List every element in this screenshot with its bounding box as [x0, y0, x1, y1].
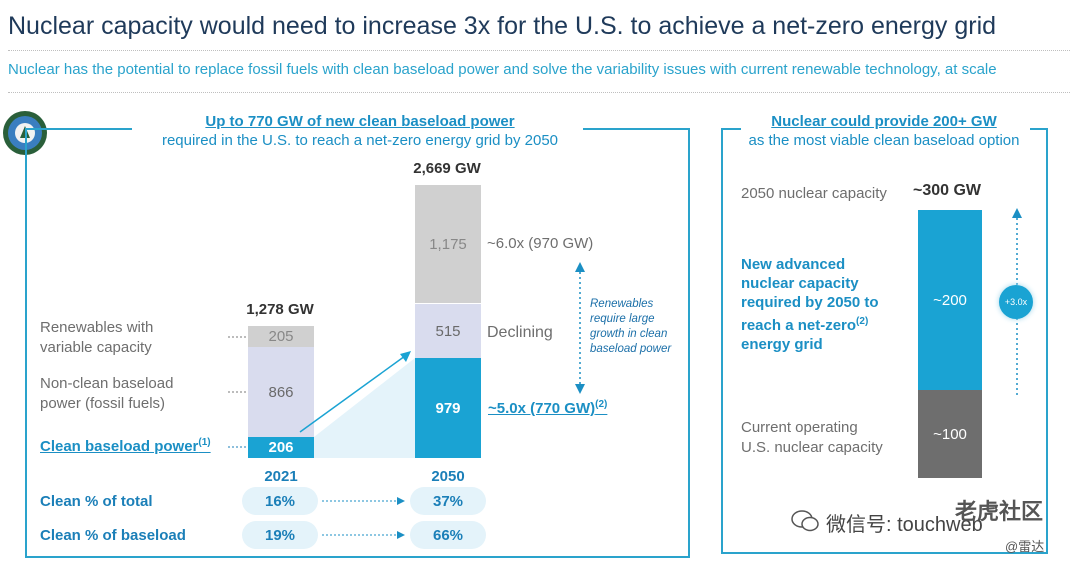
arrow-clean-baseload-head [397, 531, 405, 539]
bar-2050-clean: 979 [415, 358, 481, 458]
renewables-note-line3: growth in clean [590, 328, 668, 340]
nuclear-total-label: 2050 nuclear capacity [741, 185, 887, 202]
legend-nuclear-new-line1: New advanced [741, 256, 846, 273]
watermark-community: 老虎社区 [955, 499, 1044, 524]
growth-wedge-shape [314, 358, 415, 458]
pill-clean-baseload-2050: 66% [410, 521, 486, 549]
year-label-2050: 2050 [431, 468, 465, 485]
renewables-growth-arrow-down [575, 384, 585, 394]
renewables-note-line4: baseload power [590, 343, 672, 355]
bar-2021-clean: 206 [248, 437, 314, 458]
legend-renewables-text: Renewables with variable capacity [40, 319, 154, 356]
right-panel-border-bottom [721, 552, 1048, 554]
legend-nuclear-current-line1: Current operating [741, 419, 858, 436]
subtitle-divider [8, 92, 1070, 93]
bar-2021-clean-label: 206 [268, 439, 294, 456]
left-chart-subtitle: required in the U.S. to reach a net-zero… [161, 132, 559, 149]
pill-clean-total-2050: 37% [410, 487, 486, 515]
legend-nonclean: Non-clean baseload power (fossil fuels) [40, 374, 200, 414]
year-label-2021: 2021 [264, 468, 298, 485]
right-panel-border-top-left [721, 128, 741, 130]
renewables-note: Renewables require large growth in clean… [590, 297, 671, 357]
legend-nuclear-new: New advanced nuclear capacity required b… [741, 255, 879, 354]
right-chart-title: Nuclear could provide 200+ GW [771, 113, 997, 130]
left-panel-border-top-left [25, 128, 132, 130]
right-chart-subtitle: as the most viable clean baseload option [748, 132, 1020, 149]
row-label-clean-total: Clean % of total [40, 493, 153, 510]
bar-nuclear-current: ~100 [918, 390, 982, 478]
legend-nuclear-new-line3: required by 2050 to [741, 294, 879, 311]
legend-clean-sup: (1) [198, 437, 211, 448]
pill-clean-total-2021-text: 16% [264, 492, 296, 510]
legend-nuclear-new-line4: reach a net-zero(2) [741, 312, 879, 335]
bar-2050-renewables: 1,175 [415, 185, 481, 303]
bar-2050-nonclean: 515 [415, 304, 481, 358]
legend-nuclear-new-line4-text: reach a net-zero [741, 317, 857, 334]
watermark-author: @雷达 [1005, 539, 1045, 554]
wechat-icon [791, 510, 819, 532]
nuclear-growth-arrow-head [1012, 208, 1022, 218]
pill-clean-baseload-2021: 19% [242, 521, 318, 549]
total-2050: 2,669 GW [413, 160, 481, 177]
bar-nuclear-new-label: ~200 [933, 291, 967, 309]
bar-2050-nonclean-label: 515 [435, 322, 461, 340]
pill-clean-total-2050-text: 37% [432, 492, 464, 510]
left-panel-border-right [688, 128, 690, 558]
bar-nuclear-new: ~200 [918, 210, 982, 390]
legend-nonclean-text: Non-clean baseload power (fossil fuels) [40, 375, 174, 412]
pill-clean-baseload-2050-text: 66% [432, 526, 464, 544]
legend-nuclear-new-sup: (2) [856, 316, 869, 327]
left-panel-border-left [25, 128, 27, 558]
right-panel-border-left [721, 128, 723, 554]
legend-clean: Clean baseload power(1) [40, 437, 211, 455]
page-title: Nuclear capacity would need to increase … [8, 12, 997, 40]
renewables-note-line1: Renewables [590, 298, 654, 310]
left-chart-title: Up to 770 GW of new clean baseload power [205, 113, 515, 130]
watermark-wechat: 微信号: touchweb [826, 514, 983, 536]
bar-2021-renewables-label: 205 [268, 328, 294, 345]
arrow-clean-total-head [397, 497, 405, 505]
legend-renewables: Renewables with variable capacity [40, 318, 190, 358]
annotation-clean-growth-sup: (2) [595, 399, 608, 410]
renewables-growth-arrow-up [575, 262, 585, 272]
pill-clean-baseload-2021-text: 19% [264, 526, 296, 544]
right-panel-border-top-right [1030, 128, 1048, 130]
legend-nuclear-current-line2: U.S. nuclear capacity [741, 439, 883, 456]
bar-nuclear-current-label: ~100 [933, 425, 967, 443]
right-panel-border-right [1046, 128, 1048, 554]
growth-arrow-line [299, 355, 406, 433]
bar-2021-nonclean: 866 [248, 347, 314, 437]
annotation-renewables-growth: ~6.0x (970 GW) [487, 235, 594, 252]
annotation-nonclean-change: Declining [487, 324, 553, 341]
total-2021: 1,278 GW [246, 301, 314, 318]
annotation-clean-growth-text: ~5.0x (770 GW) [488, 400, 596, 417]
pill-clean-total-2021: 16% [242, 487, 318, 515]
annotation-clean-growth: ~5.0x (770 GW)(2) [488, 399, 607, 417]
bar-2021-renewables: 205 [248, 326, 314, 347]
bar-2050-clean-label: 979 [435, 399, 461, 417]
left-panel-border-top-right [583, 128, 690, 130]
row-label-clean-baseload: Clean % of baseload [40, 527, 186, 544]
multiplier-badge: +3.0x [999, 285, 1033, 319]
renewables-note-line2: require large [590, 313, 655, 325]
bar-2050-renewables-label: 1,175 [429, 235, 467, 253]
legend-nuclear-current: Current operating U.S. nuclear capacity [741, 418, 883, 458]
nuclear-total-value: ~300 GW [913, 182, 982, 199]
growth-arrow-head [400, 351, 411, 362]
legend-nuclear-new-line2: nuclear capacity [741, 275, 859, 292]
legend-clean-text: Clean baseload power [40, 438, 199, 455]
page-subtitle: Nuclear has the potential to replace fos… [8, 61, 997, 78]
multiplier-badge-text: +3.0x [1004, 297, 1028, 307]
legend-nuclear-new-line5: energy grid [741, 336, 823, 353]
bar-2021-nonclean-label: 866 [268, 383, 294, 401]
title-divider [8, 50, 1070, 51]
left-panel-border-bottom [25, 556, 690, 558]
